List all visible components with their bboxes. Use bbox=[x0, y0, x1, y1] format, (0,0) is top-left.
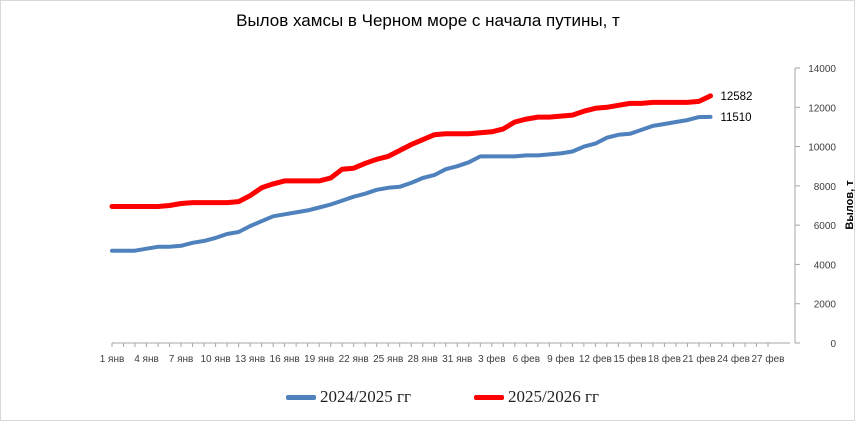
series-line-2 bbox=[109, 93, 713, 209]
x-tick-label: 24 фев bbox=[717, 353, 750, 365]
series-end-label-1: 11510 bbox=[720, 112, 751, 124]
x-tick-label: 9 фев bbox=[547, 353, 574, 365]
x-tick-label: 3 фев bbox=[478, 353, 505, 365]
x-tick-label: 21 фев bbox=[682, 353, 715, 365]
y-tick-label: 6000 bbox=[814, 221, 837, 232]
x-tick-label: 4 янв bbox=[134, 354, 159, 365]
x-tick-label: 10 янв bbox=[201, 354, 231, 365]
chart-title: Вылов хамсы в Черном море с начала путин… bbox=[236, 11, 620, 30]
x-tick-label: 7 янв bbox=[169, 354, 194, 365]
legend-label-series-1: 2024/2025 гг bbox=[320, 387, 411, 406]
legend-item-series-2: 2025/2026 гг bbox=[474, 387, 599, 407]
x-tick-label: 18 фев bbox=[648, 353, 681, 365]
x-tick-label: 16 янв bbox=[270, 354, 300, 365]
y-tick-label: 2000 bbox=[814, 300, 837, 311]
x-tick-label: 28 янв bbox=[408, 354, 438, 365]
x-tick-label: 6 фев bbox=[513, 353, 540, 365]
legend-label-series-2: 2025/2026 гг bbox=[508, 387, 599, 406]
legend-swatch-series-2 bbox=[474, 394, 504, 400]
legend: 2024/2025 гг 2025/2026 гг bbox=[0, 387, 856, 411]
x-tick-label: 1 янв bbox=[100, 354, 125, 365]
series-end-label-2: 12582 bbox=[720, 91, 752, 103]
x-tick-label: 31 янв bbox=[442, 354, 472, 365]
y-tick-label: 14000 bbox=[808, 64, 836, 75]
series-line-1 bbox=[110, 114, 713, 253]
x-tick-label: 27 фев bbox=[751, 353, 784, 365]
legend-item-series-1: 2024/2025 гг bbox=[286, 387, 411, 407]
x-tick-label: 19 янв bbox=[304, 354, 334, 365]
x-tick-label: 15 фев bbox=[613, 353, 646, 365]
x-tick-label: 13 янв bbox=[235, 354, 265, 365]
x-tick-label: 22 янв bbox=[339, 354, 369, 365]
y-tick-label: 0 bbox=[830, 339, 836, 350]
y-tick-label: 4000 bbox=[814, 260, 837, 271]
legend-swatch-series-1 bbox=[286, 394, 316, 400]
y-axis-label: Вылов, т bbox=[844, 180, 856, 230]
y-tick-label: 8000 bbox=[814, 182, 837, 193]
x-tick-label: 25 янв bbox=[373, 354, 403, 365]
y-tick-label: 12000 bbox=[808, 103, 836, 114]
y-tick-label: 10000 bbox=[808, 143, 836, 154]
x-tick-label: 12 фев bbox=[579, 353, 612, 365]
